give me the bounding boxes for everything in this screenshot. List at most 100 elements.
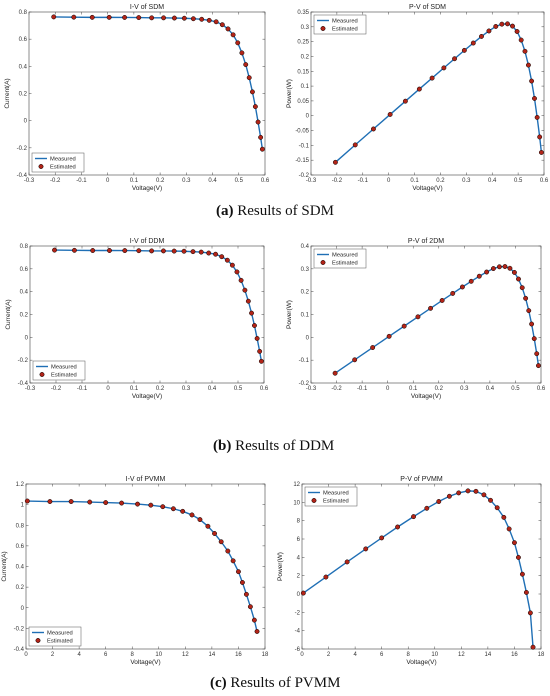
x-tick-label: 0.2 xyxy=(435,386,444,392)
estimated-point xyxy=(429,75,435,81)
y-tick-label: 0 xyxy=(24,119,28,125)
y-tick-label: 0.4 xyxy=(19,64,28,70)
estimated-point xyxy=(461,47,467,53)
x-tick-label: 8 xyxy=(131,652,135,658)
estimated-point xyxy=(71,14,77,20)
estimated-point xyxy=(465,488,471,494)
estimated-point xyxy=(428,305,433,311)
legend: Measured Estimated xyxy=(31,152,85,173)
estimated-point xyxy=(90,248,96,253)
x-tick-label: 12 xyxy=(458,652,465,658)
caption-b-text: Results of DDM xyxy=(231,438,335,454)
y-tick-label: -0.05 xyxy=(295,129,309,135)
estimated-point xyxy=(323,574,329,580)
x-tick-label: 0.3 xyxy=(462,178,471,184)
legend-box xyxy=(313,248,367,269)
estimated-point xyxy=(511,269,517,275)
legend-box xyxy=(32,360,86,381)
x-tick-label: 0.4 xyxy=(208,386,217,392)
x-axis-label: Voltage(V) xyxy=(411,393,441,400)
estimated-point xyxy=(499,21,505,27)
caption-a-tag: (a) xyxy=(216,203,234,219)
y-tick-label: -0.2 xyxy=(299,173,310,179)
estimated-point xyxy=(149,248,155,254)
x-tick-label: 0 xyxy=(24,652,28,658)
y-tick-label: -0.2 xyxy=(18,358,29,364)
legend-measured-label: Measured xyxy=(47,631,73,637)
estimated-point xyxy=(484,269,490,275)
y-tick-label: 0.2 xyxy=(301,54,310,60)
x-tick-label: 6 xyxy=(380,652,384,658)
estimated-point xyxy=(452,56,458,62)
estimated-point xyxy=(249,89,255,95)
estimated-point xyxy=(171,248,177,254)
estimated-point xyxy=(387,112,393,117)
estimated-point xyxy=(523,589,529,595)
y-axis-label: Power(W) xyxy=(286,300,293,329)
legend-estimated-swatch xyxy=(35,638,41,643)
y-tick-label: 0 xyxy=(25,335,29,341)
estimated-point xyxy=(257,348,263,354)
x-axis-label: Voltage(V) xyxy=(132,185,162,192)
estimated-point xyxy=(107,248,112,253)
estimated-point xyxy=(258,358,264,364)
estimated-point xyxy=(219,254,225,260)
estimated-point xyxy=(370,345,376,350)
y-tick-label: 1.2 xyxy=(16,482,25,488)
estimated-point xyxy=(213,19,219,25)
estimated-point xyxy=(300,590,306,596)
estimated-point xyxy=(197,517,203,523)
estimated-point xyxy=(106,14,112,20)
estimated-point xyxy=(505,21,510,27)
caption-c-text: Results of PVMM xyxy=(226,675,341,691)
estimated-point xyxy=(254,629,260,634)
y-tick-label: 4 xyxy=(297,555,301,561)
estimated-point xyxy=(235,40,241,46)
estimated-point xyxy=(206,17,212,23)
estimated-point xyxy=(190,16,196,22)
x-tick-label: 0 xyxy=(387,178,391,184)
x-tick-label: -0.1 xyxy=(76,178,87,184)
x-tick-label: 0.1 xyxy=(130,386,139,392)
estimated-point xyxy=(180,508,186,514)
estimated-point xyxy=(534,351,540,357)
estimated-point xyxy=(529,321,535,327)
estimated-point xyxy=(534,114,540,120)
estimated-point xyxy=(456,490,462,496)
estimated-point xyxy=(501,514,507,520)
estimated-point xyxy=(212,531,217,536)
estimated-point xyxy=(206,250,212,256)
estimated-point xyxy=(488,497,493,503)
estimated-point xyxy=(481,492,487,498)
chart-panel-4: -0.3 -0.2 -0.1 0 0.1 0.2 0.3 0.4 0.5 0.6-0.2-0.10… xyxy=(286,238,546,400)
x-tick-label: 10 xyxy=(431,652,438,658)
estimated-point xyxy=(415,314,421,320)
estimated-point xyxy=(219,22,225,28)
estimated-point xyxy=(189,512,195,518)
estimated-point xyxy=(225,548,231,554)
estimated-point xyxy=(230,32,236,38)
estimated-point xyxy=(199,16,205,22)
estimated-point xyxy=(529,78,535,84)
x-tick-label: -0.3 xyxy=(25,386,36,392)
y-tick-label: 8 xyxy=(297,519,301,525)
y-tick-label: 0.25 xyxy=(297,40,309,46)
estimated-point xyxy=(470,40,476,46)
estimated-point xyxy=(518,37,524,43)
estimated-point xyxy=(239,580,245,585)
estimated-point xyxy=(502,264,508,269)
legend-estimated-swatch xyxy=(38,164,44,169)
chart-title: P-V of SDM xyxy=(409,4,446,11)
estimated-point xyxy=(89,14,95,20)
estimated-point xyxy=(490,266,496,272)
x-tick-label: 16 xyxy=(511,652,518,658)
estimated-point xyxy=(71,247,77,253)
estimated-point xyxy=(522,48,528,54)
caption-a: (a) Results of SDM xyxy=(216,203,334,220)
y-tick-label: -0.4 xyxy=(18,381,29,387)
legend-box xyxy=(28,626,82,647)
y-axis-label: Current(A) xyxy=(5,299,12,329)
axes-frame xyxy=(310,11,545,176)
estimated-point xyxy=(161,15,167,21)
axes-frame xyxy=(301,483,542,650)
